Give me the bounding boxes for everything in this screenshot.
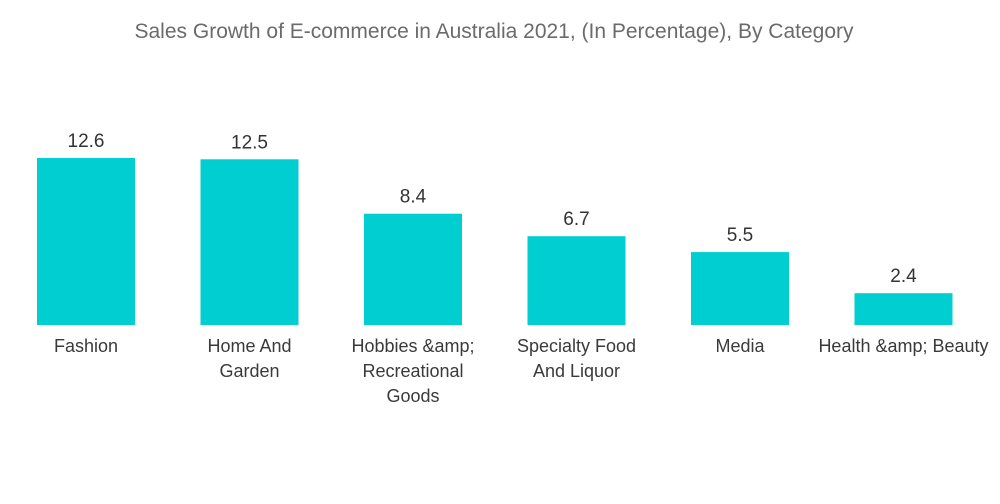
bar-0 (37, 158, 135, 325)
category-label-5: Health &amp; Beauty (818, 336, 988, 356)
bars-layer (37, 158, 953, 325)
chart-title: Sales Growth of E-commerce in Australia … (135, 20, 854, 43)
value-label-2: 8.4 (400, 187, 427, 208)
category-label-2-line-1: Recreational (362, 361, 463, 381)
category-label-0: Fashion (54, 336, 118, 356)
bar-5 (854, 293, 953, 325)
value-label-1: 12.5 (231, 132, 268, 153)
value-label-3: 6.7 (563, 209, 589, 230)
bar-3 (527, 236, 626, 325)
category-labels-layer: Fashion Home And Garden Hobbies &amp; Recrea… (54, 336, 989, 406)
category-label-3-line-0: Specialty Food (517, 336, 636, 356)
value-label-0: 12.6 (68, 131, 105, 152)
value-label-5: 2.4 (890, 266, 917, 287)
bar-4 (691, 252, 789, 325)
category-label-3-line-1: And Liquor (533, 361, 620, 381)
category-label-1-line-1: Garden (219, 361, 279, 381)
value-label-4: 5.5 (727, 225, 753, 246)
category-label-4: Media (715, 336, 765, 356)
category-label-1-line-0: Home And (207, 336, 291, 356)
value-labels-layer: 12.6 12.5 8.4 6.7 5.5 2.4 (68, 131, 918, 287)
bar-1 (200, 159, 299, 325)
bar-2 (364, 213, 462, 325)
category-label-2-line-0: Hobbies &amp; (351, 336, 474, 356)
category-label-2-line-2: Goods (386, 386, 439, 406)
